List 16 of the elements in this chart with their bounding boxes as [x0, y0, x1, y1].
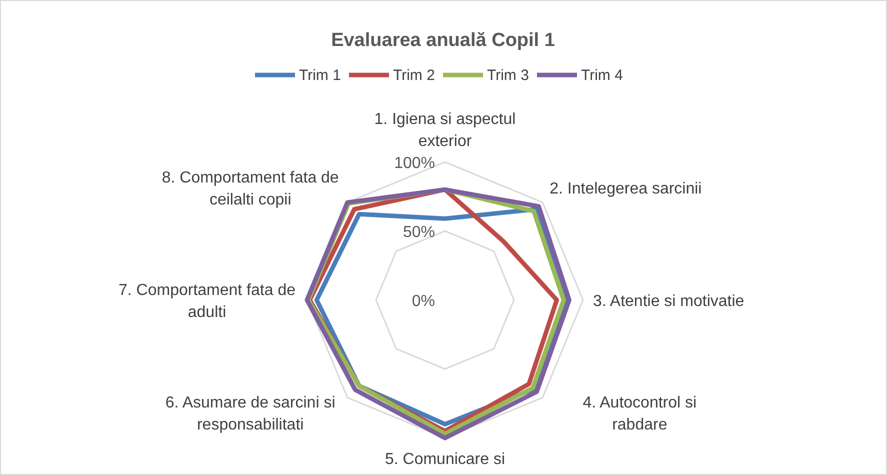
spoke-label: 7. Comportament fata de adulti	[118, 282, 296, 321]
chart-title: Evaluarea anuală Copil 1	[331, 30, 556, 51]
spoke-label: 1. Igiena si aspectul exterior	[374, 111, 516, 150]
spoke-label: 3. Atentie si motivatie	[593, 293, 744, 310]
legend-label: Trim 1	[299, 67, 341, 84]
y-tick-label: 0%	[412, 293, 435, 310]
spoke-label: 4. Autocontrol si rabdare	[582, 394, 697, 434]
y-tick-label: 50%	[402, 224, 435, 241]
spoke-label: 5. Comunicare si	[384, 451, 506, 468]
spoke-label: 2. Intelegerea sarcinii	[550, 180, 702, 198]
y-tick-label: 100%	[394, 155, 435, 172]
spoke-label: 6. Asumare de sarcini si responsabilitati	[165, 394, 336, 434]
spoke-label: 8. Comportament fata de ceilalti copii	[162, 169, 339, 208]
legend-label: Trim 4	[581, 67, 623, 84]
legend-label: Trim 3	[487, 67, 529, 84]
legend-label: Trim 2	[393, 67, 435, 84]
